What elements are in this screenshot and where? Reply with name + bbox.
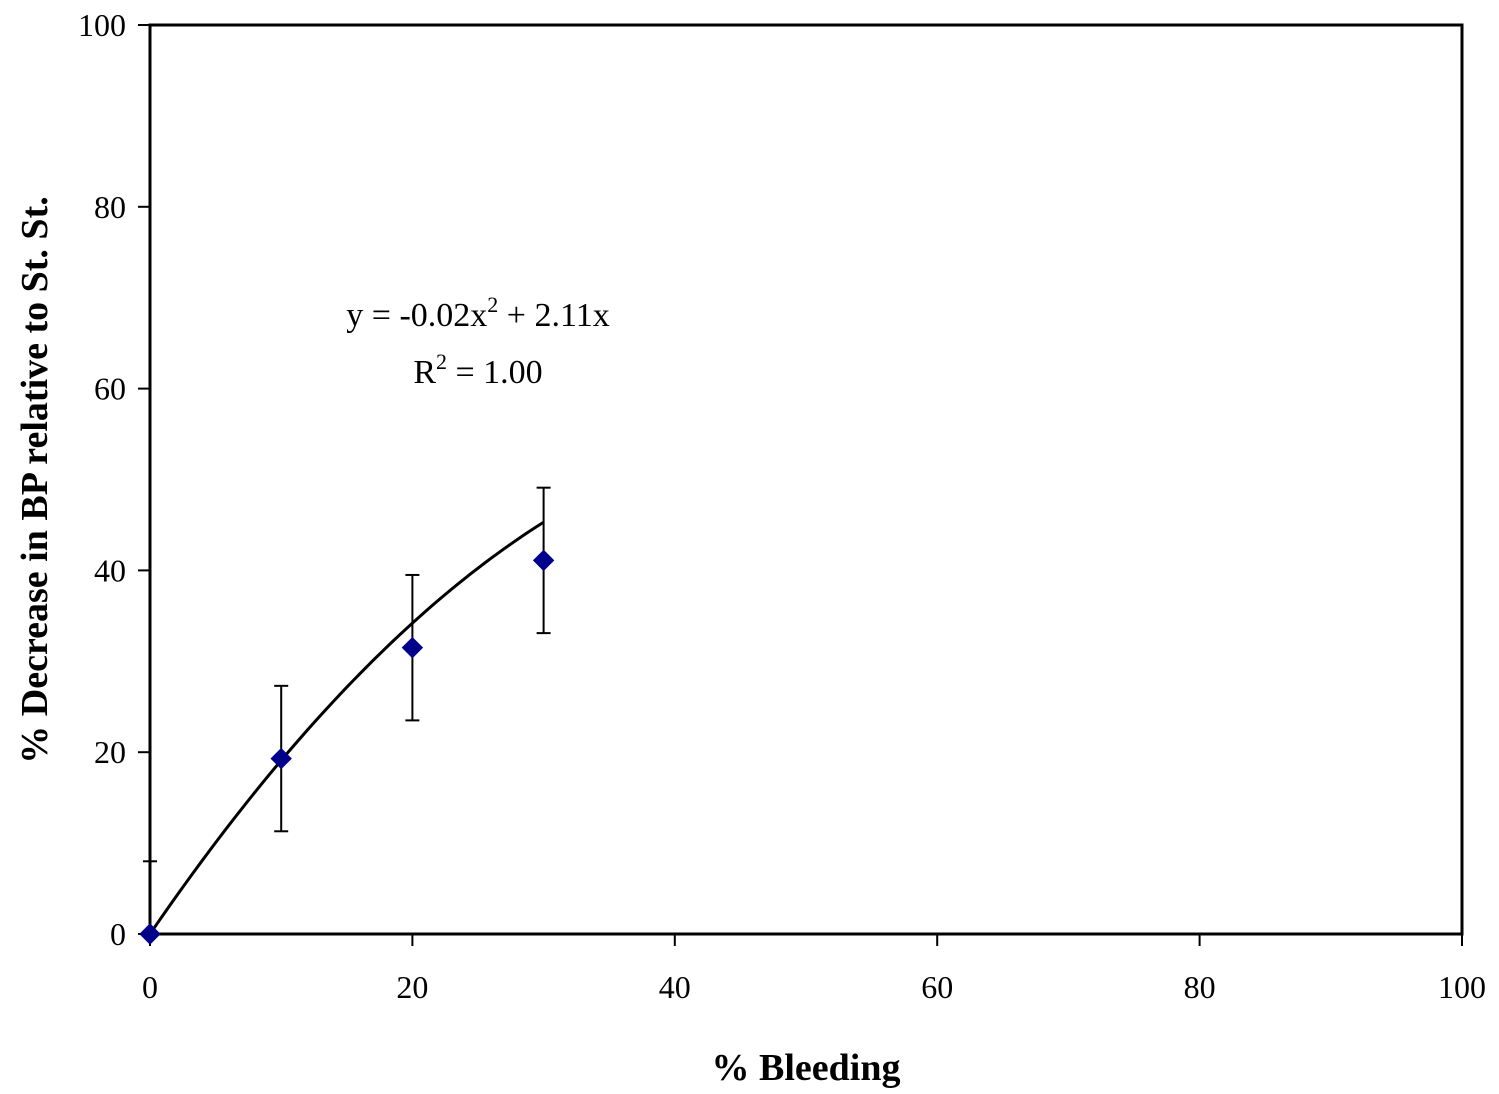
y-tick-label: 40 bbox=[94, 552, 126, 588]
x-axis-title: % Bleeding bbox=[712, 1047, 901, 1089]
trendline bbox=[148, 520, 545, 935]
error-bars bbox=[143, 486, 551, 934]
y-tick-label: 0 bbox=[110, 916, 126, 952]
plot-area bbox=[148, 23, 1464, 936]
y-axis-ticks: 0 20 40 60 80 100 bbox=[78, 7, 150, 952]
x-tick-label: 80 bbox=[1184, 969, 1216, 1005]
y-tick-label: 100 bbox=[78, 7, 126, 43]
r-squared-label: R2 = 1.00 bbox=[413, 349, 542, 391]
y-axis-title: % Decrease in BP relative to St. St. bbox=[14, 196, 56, 763]
data-point bbox=[139, 923, 161, 945]
y-tick-label: 80 bbox=[94, 189, 126, 225]
data-point bbox=[270, 747, 292, 770]
x-tick-label: 100 bbox=[1438, 969, 1486, 1005]
data-point bbox=[401, 636, 424, 659]
x-tick-label: 40 bbox=[659, 969, 691, 1005]
data-points bbox=[139, 549, 555, 945]
x-tick-label: 60 bbox=[921, 969, 953, 1005]
y-tick-label: 60 bbox=[94, 371, 126, 407]
y-tick-label: 20 bbox=[94, 734, 126, 770]
equation-label: y = -0.02x2 + 2.11x bbox=[346, 292, 609, 334]
x-tick-label: 0 bbox=[142, 969, 158, 1005]
data-point bbox=[532, 549, 555, 572]
x-axis-ticks: 0 20 40 60 80 100 bbox=[142, 934, 1486, 1005]
x-tick-label: 20 bbox=[396, 969, 428, 1005]
